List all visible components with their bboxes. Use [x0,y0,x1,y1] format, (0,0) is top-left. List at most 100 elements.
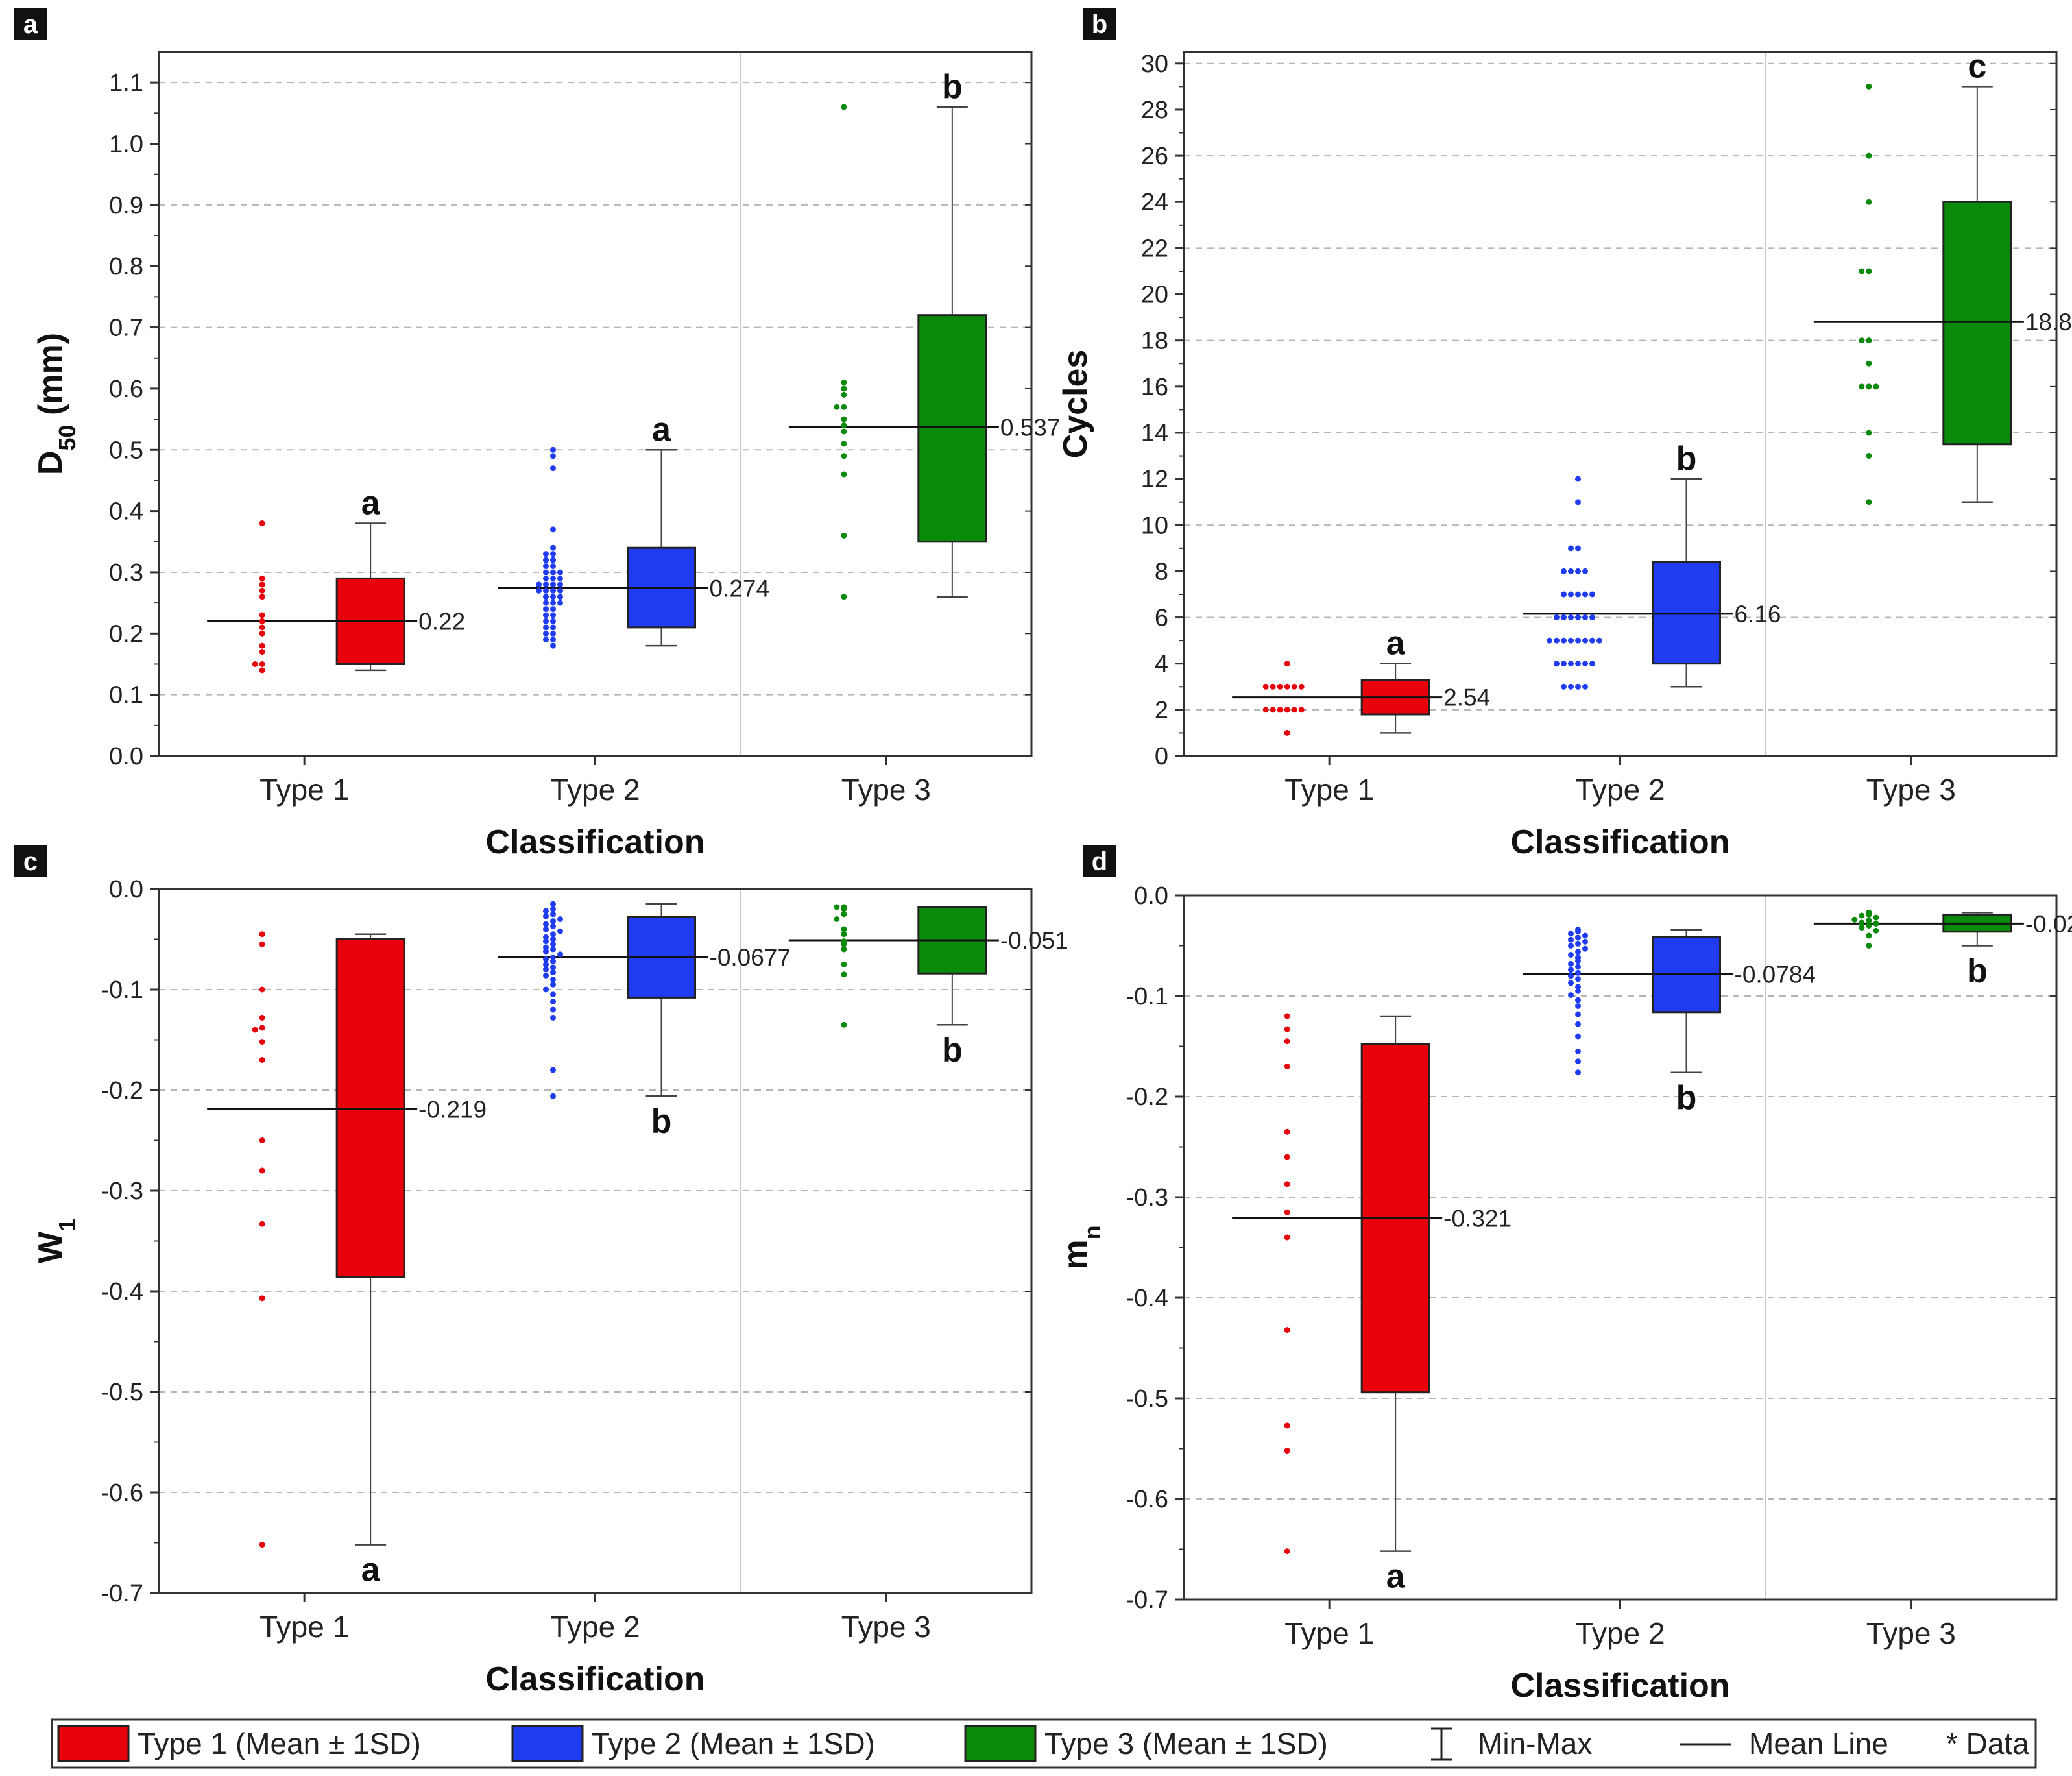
data-point-type3 [841,961,847,967]
data-point-type3 [841,422,847,429]
data-point-type2 [1575,545,1581,552]
y-axis-title: Cycles [1057,350,1094,459]
data-points [1262,83,1879,736]
data-point-type1 [1262,707,1269,713]
mean-value-label: 18.8 [2025,309,2072,335]
y-axis-title: mn [1057,1225,1105,1269]
data-point-type2 [1582,945,1588,952]
x-tick-label: Type 2 [550,1610,640,1644]
y-tick-label: -0.6 [101,1479,143,1507]
data-point-type2 [550,906,556,912]
y-tick-label: -0.2 [101,1077,143,1104]
data-point-type2 [1554,614,1560,621]
data-point-type2 [1575,976,1581,982]
mean-value-label: 2.54 [1443,685,1490,711]
data-point-type1 [252,661,258,667]
data-point-type2 [550,637,556,643]
legend-swatch-type3 [964,1725,1037,1762]
data-point-type2 [1589,661,1595,667]
data-point-type2 [543,934,549,940]
significance-letter: b [651,1102,672,1140]
data-point-type2 [550,936,556,942]
data-point-type3 [834,916,840,922]
data-point-type2 [1575,1003,1581,1009]
panel-letter: a [23,10,38,39]
significance-letter: a [652,411,671,448]
data-point-type2 [550,941,556,947]
mean-value-label: -0.0784 [1735,962,1816,988]
y-tick-label: -0.7 [1126,1587,1168,1614]
data-point-type3 [1866,268,1872,274]
data-point-type3 [1866,383,1872,390]
mean-value-label: -0.028 [2025,910,2072,937]
y-tick-label: -0.2 [1126,1084,1168,1111]
data-point-type2 [1568,943,1574,949]
data-point-type2 [557,951,563,958]
data-point-type3 [841,441,847,447]
y-tick-label: -0.4 [101,1278,143,1306]
data-point-type3 [841,1021,847,1028]
data-point-type3 [1866,943,1872,949]
data-point-type1 [259,941,265,947]
data-point-type2 [543,913,549,919]
data-point-type2 [536,587,542,594]
data-point-type2 [550,991,556,998]
data-point-type2 [1575,591,1581,598]
data-point-type2 [1568,637,1574,644]
data-point-type2 [550,453,556,459]
data-point-type1 [259,1025,265,1031]
data-point-type2 [550,587,556,594]
x-axis-title: Classification [485,823,705,861]
mean-value-label: 0.537 [1000,414,1061,441]
data-point-type1 [259,1221,265,1227]
data-points [252,901,847,1548]
data-point-type3 [841,471,847,478]
y-tick-label: 14 [1141,420,1168,447]
data-point-type2 [543,956,549,962]
data-point-type3 [1866,199,1872,205]
y-tick-label: 0.5 [109,437,143,464]
x-axis-title: Classification [1510,823,1729,861]
data-point-type2 [1582,568,1588,574]
data-point-type2 [543,563,549,570]
data-point-type3 [1866,430,1872,436]
data-point-type1 [1284,1327,1290,1333]
panels: a 0.0 0.1 0.2 0.3 0.4 0.5 0.6 0.7 0.8 0.9 1.0 1.1 Typ… [14,8,2072,1705]
y-tick-label: 28 [1141,97,1168,124]
data-point-type1 [1291,707,1297,713]
data-point-type3 [1873,927,1879,934]
data-point-type2 [543,908,549,914]
data-point-type3 [1866,360,1872,367]
data-point-type1 [1284,1448,1290,1454]
significance-letter: b [942,68,963,106]
data-point-type1 [259,1014,265,1021]
y-tick-label: 0.1 [109,682,143,709]
data-point-type2 [550,918,556,925]
data-point-type3 [841,941,847,947]
data-point-type3 [1866,337,1872,344]
y-tick-label: 2 [1155,697,1168,724]
data-point-type1 [259,667,265,674]
data-point-type3 [841,453,847,459]
data-point-type2 [543,938,549,945]
y-tick-label: 0.8 [109,253,143,280]
data-point-type2 [543,926,549,932]
data-point-type2 [1589,591,1595,598]
data-point-type2 [1582,591,1588,598]
data-point-type1 [259,1542,265,1548]
data-point-type2 [550,1093,556,1099]
panel-letter: c [23,847,38,876]
data-point-type1 [259,581,265,588]
data-point-type3 [1859,337,1865,344]
data-point-type2 [1575,1021,1581,1027]
data-point-type2 [550,446,556,453]
data-point-type1 [259,1057,265,1063]
data-point-type2 [1575,969,1581,976]
y-tick-label: 22 [1141,235,1168,262]
mean-value-label: 6.16 [1735,601,1781,627]
x-tick-label: Type 1 [259,773,349,807]
box-type3 [917,314,987,543]
data-point-type2 [550,901,556,907]
data-point-type1 [1270,683,1276,690]
